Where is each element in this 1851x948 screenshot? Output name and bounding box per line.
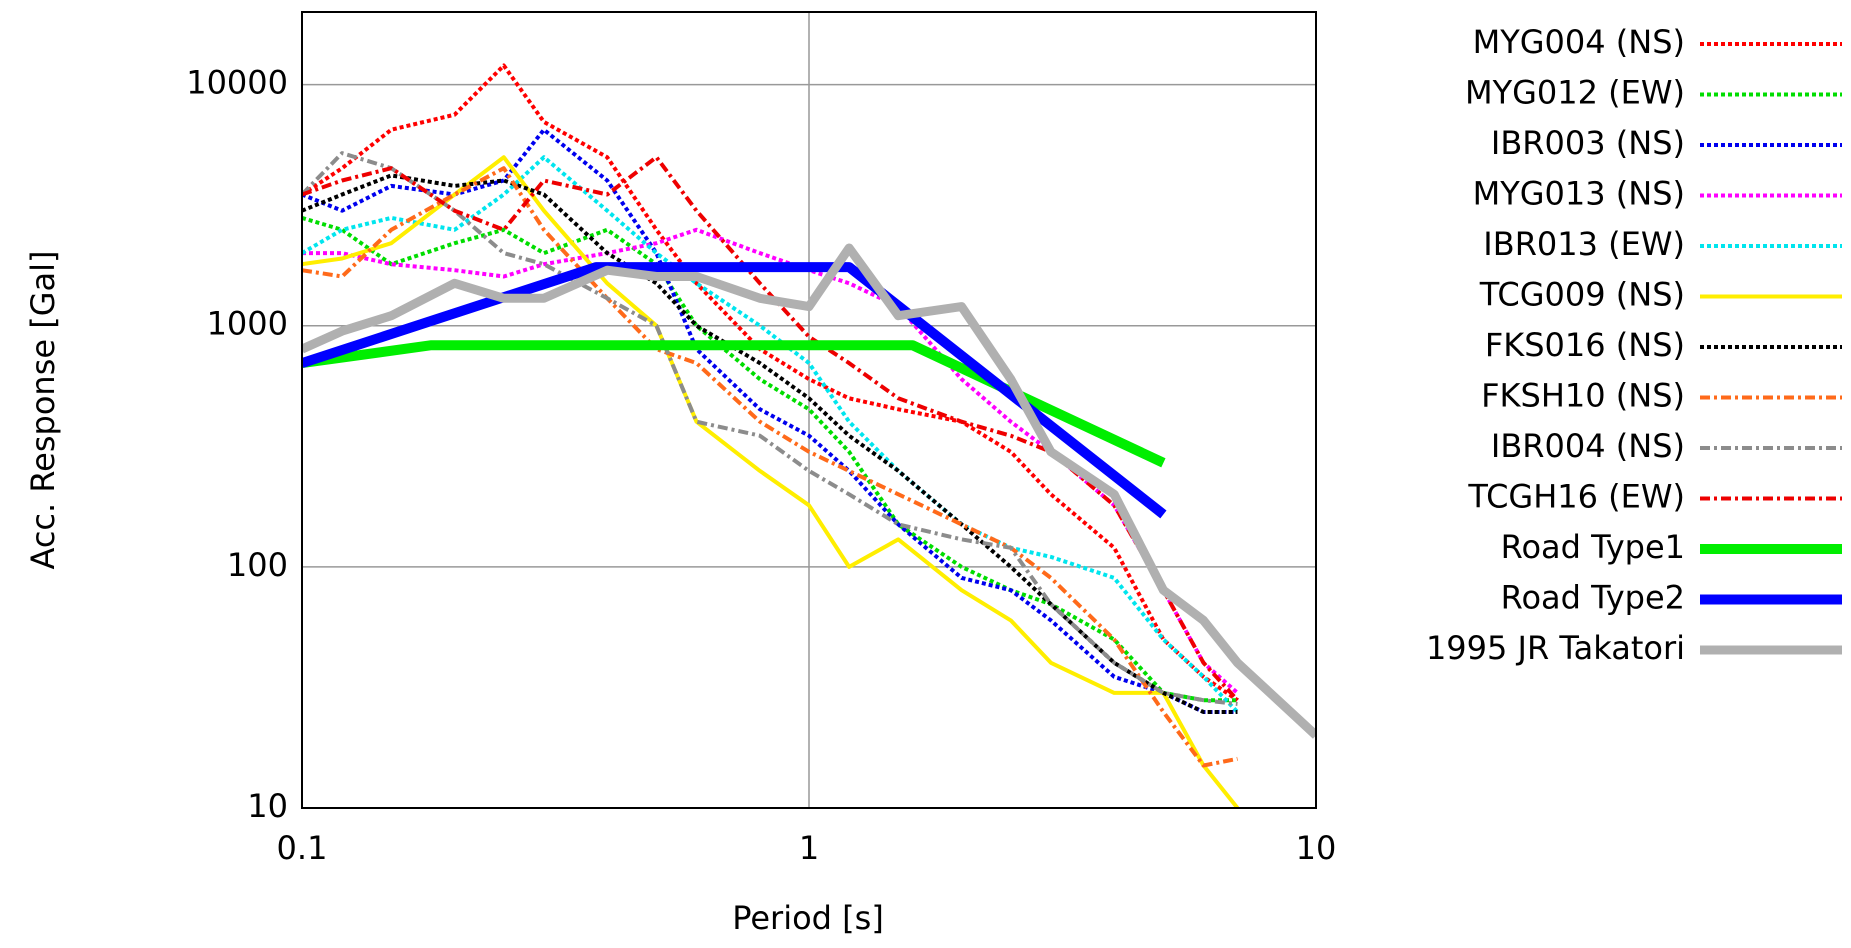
series-line [302, 155, 1239, 702]
series-line [302, 243, 1316, 739]
legend-label: FKSH10 (NS) [1481, 377, 1685, 415]
legend-label: Road Type1 [1501, 528, 1685, 566]
series-line [302, 151, 1238, 706]
x-tick-label: 0.1 [277, 829, 328, 867]
series-line [302, 173, 1238, 714]
series-line [302, 262, 1167, 519]
series-line [302, 127, 1238, 714]
y-tick-label: 10 [247, 787, 288, 825]
x-tick-label: 10 [1296, 829, 1337, 867]
plot-frame [301, 11, 1317, 809]
legend-label: TCG009 (NS) [1479, 276, 1685, 314]
legend-label: TCGH16 (EW) [1467, 478, 1685, 516]
x-axis-title: Period [s] [732, 899, 884, 937]
y-tick-label: 100 [227, 546, 288, 584]
legend-label: FKS016 (NS) [1485, 326, 1685, 364]
legend-label: Road Type2 [1501, 579, 1685, 617]
y-tick-label: 1000 [207, 305, 288, 343]
y-axis-title: Acc. Response [Gal] [24, 251, 62, 570]
series-line [302, 340, 1166, 468]
legend-label: MYG004 (NS) [1473, 23, 1685, 61]
legend-label: MYG012 (EW) [1465, 74, 1685, 112]
legend-label: IBR003 (NS) [1491, 124, 1685, 162]
legend-label: IBR004 (NS) [1491, 427, 1685, 465]
legend-label: MYG013 (NS) [1473, 175, 1685, 213]
x-tick-label: 1 [799, 829, 819, 867]
series-line [302, 166, 1238, 768]
series-line [302, 63, 1239, 702]
y-tick-label: 10000 [186, 64, 288, 102]
series-line [302, 215, 1238, 703]
legend-label: 1995 JR Takatori [1426, 629, 1685, 667]
legend-label: IBR013 (EW) [1483, 225, 1685, 263]
